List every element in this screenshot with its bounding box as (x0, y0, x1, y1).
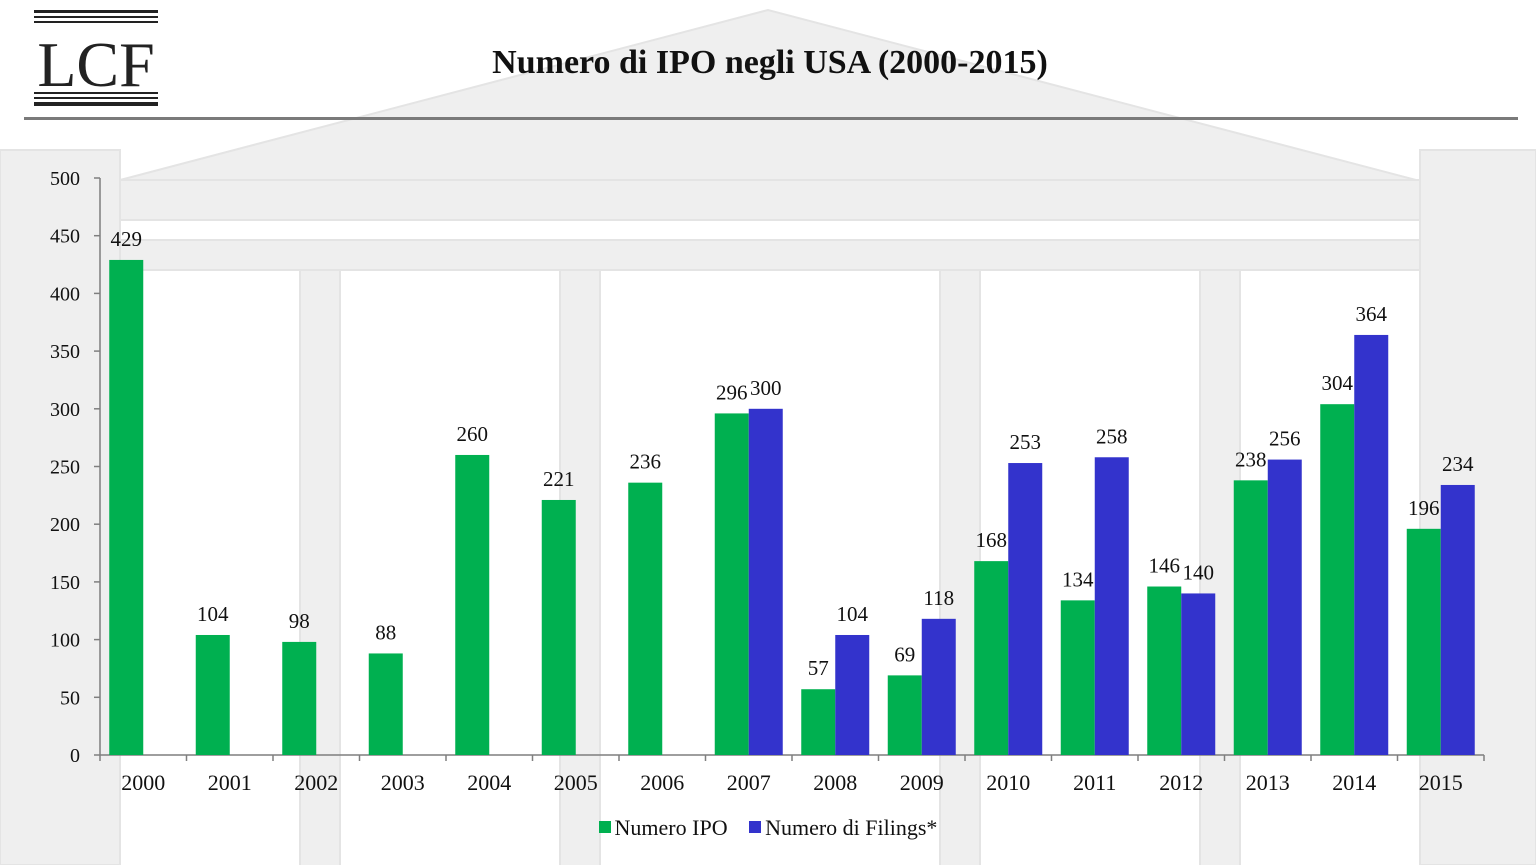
data-label-ipo: 238 (1235, 447, 1267, 471)
x-tick-label: 2011 (1073, 770, 1116, 795)
bar-ipo (1233, 480, 1268, 755)
x-tick-label: 2002 (294, 770, 338, 795)
data-label-filings: 140 (1183, 560, 1215, 584)
bar-filings (1181, 593, 1216, 755)
data-label-ipo: 146 (1149, 554, 1181, 578)
x-tick-label: 2007 (727, 770, 771, 795)
x-tick-label: 2005 (554, 770, 598, 795)
y-tick-label: 50 (60, 687, 80, 709)
x-tick-label: 2013 (1246, 770, 1290, 795)
legend-label-ipo: Numero IPO (614, 815, 728, 840)
y-tick-label: 150 (50, 572, 80, 594)
x-tick-label: 2008 (813, 770, 857, 795)
bar-ipo (1320, 404, 1355, 755)
data-label-ipo: 221 (543, 467, 575, 491)
data-label-filings: 300 (750, 376, 782, 400)
bar-ipo (628, 482, 663, 755)
x-tick-label: 2000 (121, 770, 165, 795)
bar-ipo (974, 561, 1009, 755)
bar-filings (835, 634, 870, 755)
data-label-filings: 234 (1442, 452, 1474, 476)
bar-ipo (282, 641, 317, 755)
x-tick-label: 2003 (381, 770, 425, 795)
data-label-ipo: 168 (976, 528, 1008, 552)
logo-text: LCF (37, 29, 154, 100)
data-label-ipo: 104 (197, 602, 229, 626)
bar-filings (1094, 457, 1129, 755)
data-label-ipo: 134 (1062, 567, 1094, 591)
x-tick-label: 2014 (1332, 770, 1376, 795)
bar-ipo (368, 653, 403, 755)
x-tick-label: 2004 (467, 770, 511, 795)
bar-ipo (541, 499, 576, 755)
bar-filings (1354, 334, 1389, 755)
legend-item-filings: Numero di Filings* (749, 815, 937, 841)
data-label-filings: 258 (1096, 424, 1128, 448)
data-label-ipo: 69 (894, 642, 915, 666)
legend-swatch-filings (749, 821, 762, 833)
x-tick-label: 2012 (1159, 770, 1203, 795)
legend-item-ipo: Numero IPO (598, 815, 728, 841)
y-axis: 0 50 100 150 200 250 300 350 400 450 500 (50, 168, 101, 767)
data-label-filings: 104 (837, 602, 869, 626)
data-label-ipo: 304 (1322, 371, 1354, 395)
bar-ipo (109, 259, 144, 755)
data-labels: 429 104 98 88 260 221 236 296 300 57 104 69 118 168 25… (111, 227, 1475, 680)
data-label-ipo: 236 (630, 450, 662, 474)
y-tick-label: 350 (50, 341, 80, 363)
data-label-ipo: 57 (808, 656, 829, 680)
x-tick-label: 2010 (986, 770, 1030, 795)
y-tick-label: 200 (50, 514, 80, 536)
legend: Numero IPO Numero di Filings* (0, 815, 1536, 841)
y-tick-label: 100 (50, 630, 80, 652)
bar-ipo (1406, 528, 1441, 755)
lcf-logo: LCF (34, 10, 158, 106)
bar-ipo (1147, 586, 1182, 755)
x-tick-label: 2001 (208, 770, 252, 795)
legend-swatch-ipo (598, 821, 611, 833)
data-label-ipo: 88 (375, 620, 396, 644)
bar-filings (1440, 484, 1475, 755)
bars (109, 259, 1475, 755)
bar-filings (1008, 463, 1043, 755)
bar-filings (1267, 459, 1302, 755)
legend-label-filings: Numero di Filings* (765, 815, 938, 840)
y-tick-label: 250 (50, 457, 80, 479)
bar-ipo (455, 454, 490, 755)
y-tick-label: 400 (50, 283, 80, 305)
data-label-filings: 256 (1269, 427, 1301, 451)
data-label-filings: 364 (1356, 302, 1388, 326)
bar-ipo (887, 675, 922, 755)
bar-ipo (1060, 600, 1095, 755)
data-label-ipo: 429 (111, 227, 143, 251)
y-tick-label: 0 (70, 745, 80, 767)
data-label-filings: 253 (1010, 430, 1042, 454)
y-tick-label: 300 (50, 399, 80, 421)
data-label-ipo: 196 (1408, 496, 1440, 520)
data-label-ipo: 296 (716, 380, 748, 404)
page-title: Numero di IPO negli USA (2000-2015) (492, 44, 1048, 81)
x-tick-label: 2009 (900, 770, 944, 795)
y-tick-label: 450 (50, 226, 80, 248)
data-label-ipo: 260 (457, 422, 489, 446)
header-divider (24, 117, 1518, 120)
y-tick-label: 500 (50, 168, 80, 190)
x-axis: 2000 2001 2002 2003 2004 2005 2006 2007 2008 2009… (99, 754, 1485, 795)
bar-filings (748, 408, 783, 755)
bar-ipo (714, 413, 749, 755)
bar-ipo (801, 689, 836, 755)
data-label-ipo: 98 (289, 609, 310, 633)
x-tick-label: 2006 (640, 770, 684, 795)
bar-filings (921, 618, 956, 755)
bar-ipo (195, 634, 230, 755)
data-label-filings: 118 (923, 586, 954, 610)
x-tick-label: 2015 (1419, 770, 1463, 795)
